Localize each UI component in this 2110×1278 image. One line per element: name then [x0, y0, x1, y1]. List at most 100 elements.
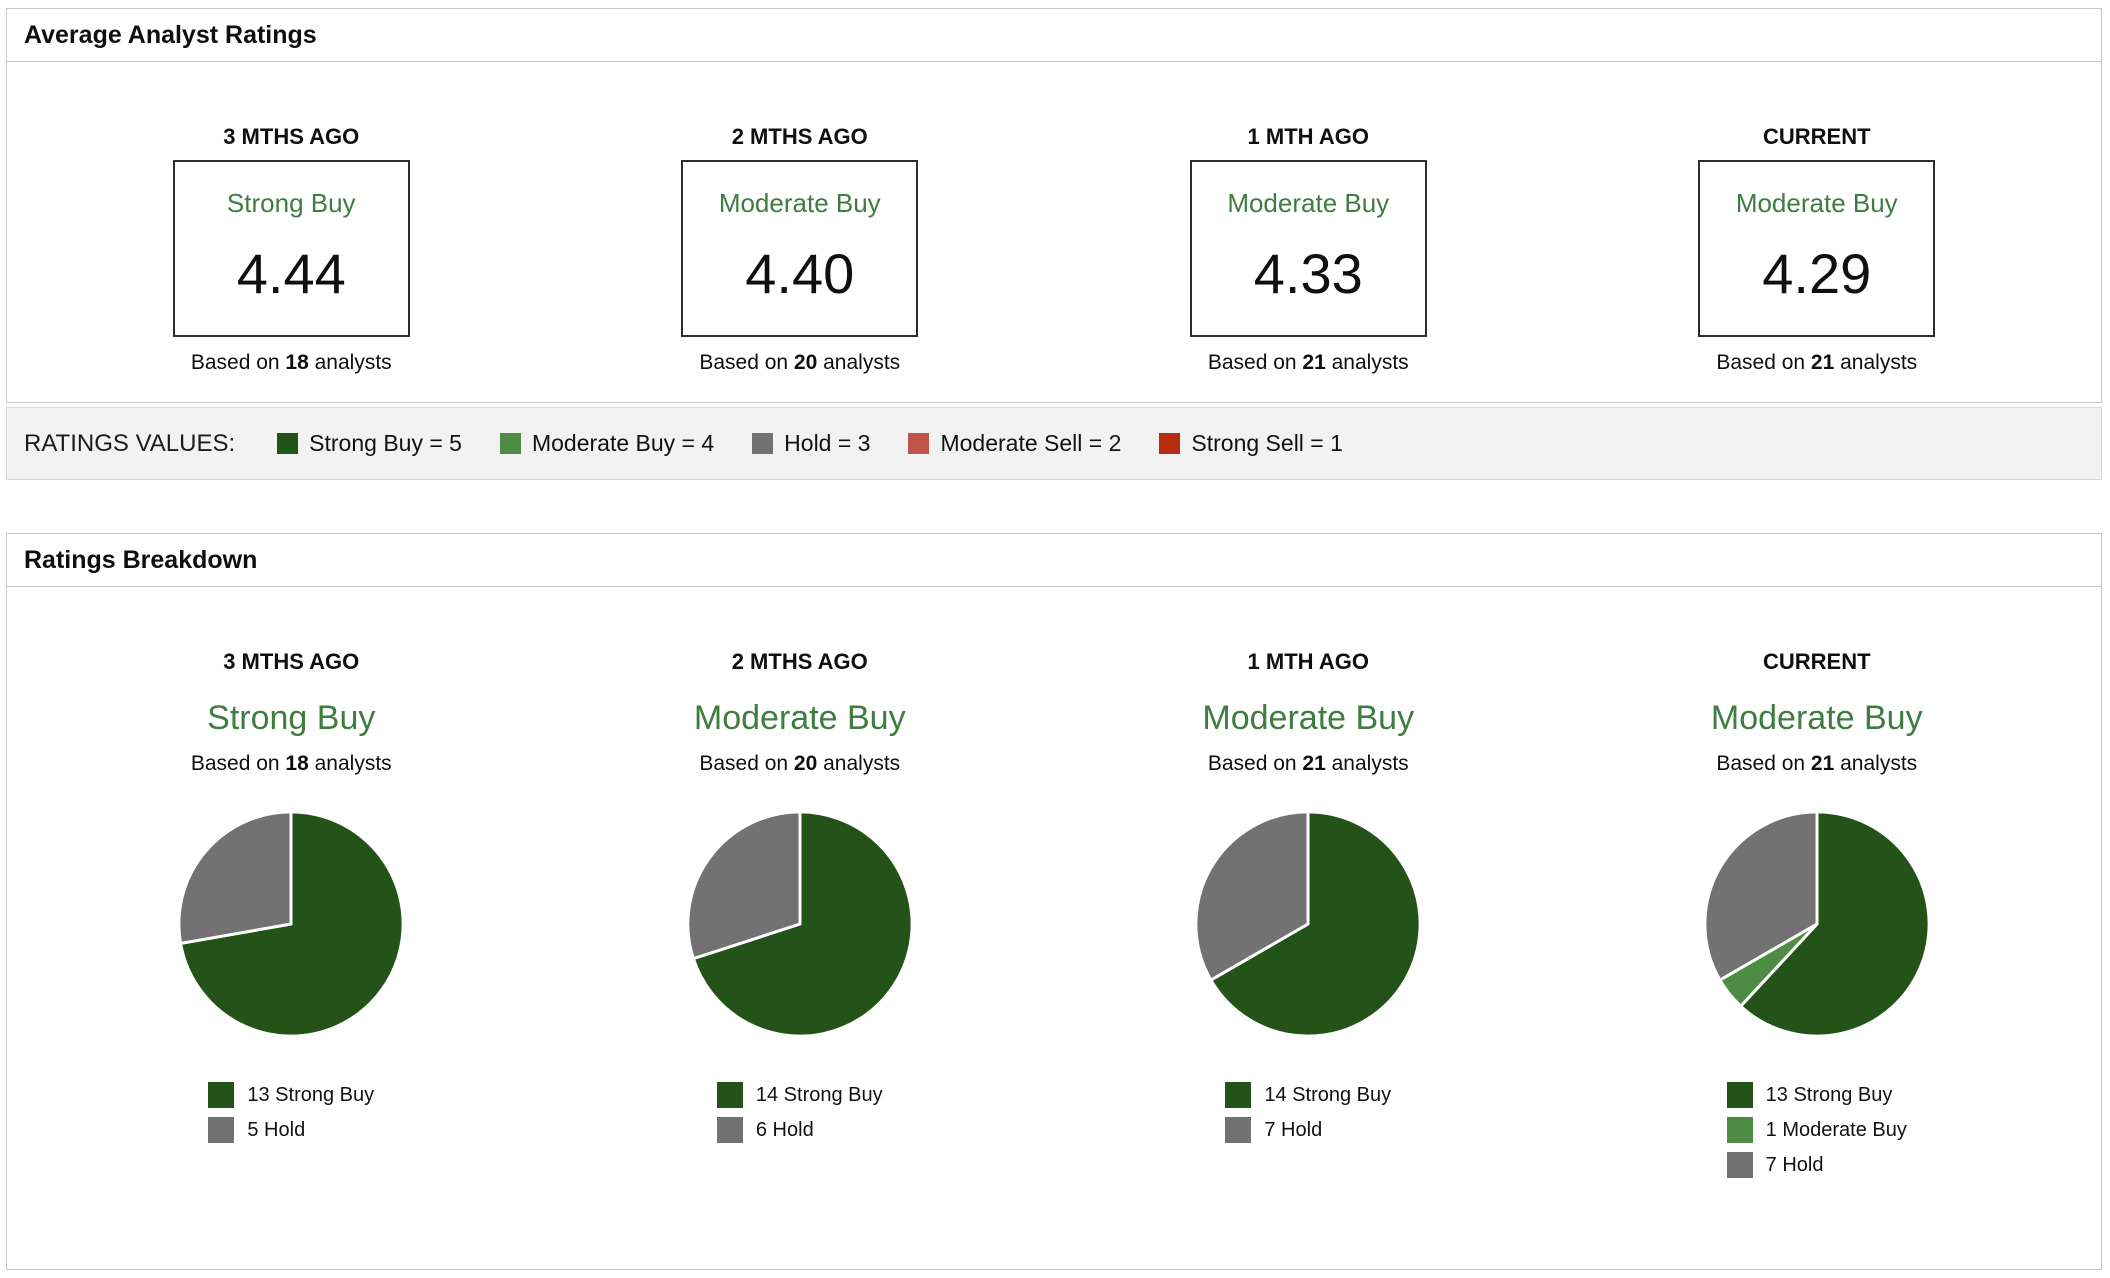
score-card: Moderate Buy 4.33	[1189, 160, 1427, 337]
pie-slice	[1194, 810, 1310, 982]
strong-buy-swatch	[716, 1082, 743, 1108]
pie-slice	[691, 810, 914, 1038]
average-ratings-columns: 3 MTHS AGO Strong Buy 4.44 Based on 18 a…	[7, 62, 2101, 375]
period-label: 2 MTHS AGO	[731, 649, 868, 674]
consensus-label: Moderate Buy	[1227, 188, 1390, 218]
based-suffix: analysts	[1834, 351, 1918, 374]
legend-item-strong-sell: Strong Sell = 1	[1159, 430, 1343, 457]
based-suffix: analysts	[817, 752, 901, 775]
legend-row-strong-buy: 13 Strong Buy	[208, 1082, 374, 1108]
legend-row-label: 1 Moderate Buy	[1765, 1118, 1907, 1141]
ratings-values-items: Strong Buy = 5 Moderate Buy = 4 Hold = 3…	[277, 430, 1381, 457]
legend-row-hold: 5 Hold	[208, 1117, 374, 1143]
analyst-count-note: Based on 21 analysts	[1054, 752, 1563, 776]
pie-legend: 14 Strong Buy 6 Hold	[716, 1082, 883, 1152]
strong-buy-swatch	[208, 1082, 235, 1108]
strong-buy-swatch	[1225, 1082, 1252, 1108]
period-label: CURRENT	[1762, 649, 1871, 674]
hold-swatch	[716, 1117, 743, 1143]
pie-slice	[177, 810, 293, 945]
period-label: 3 MTHS AGO	[223, 649, 360, 674]
legend-row-strong-buy: 14 Strong Buy	[716, 1082, 883, 1108]
analyst-count: 21	[1810, 752, 1835, 775]
consensus-label: Moderate Buy	[718, 188, 881, 218]
pie-legend: 13 Strong Buy 1 Moderate Buy 7 Hold	[1726, 1082, 1907, 1187]
based-suffix: analysts	[817, 351, 901, 374]
legend-row-label: 5 Hold	[247, 1118, 306, 1141]
moderate-sell-swatch	[908, 433, 930, 454]
moderate-buy-swatch	[499, 433, 521, 454]
average-column-2mths: 2 MTHS AGO Moderate Buy 4.40 Based on 20…	[546, 124, 1055, 375]
hold-swatch	[1726, 1152, 1753, 1178]
pie-chart-3mths	[173, 806, 409, 1042]
consensus-label: Strong Buy	[226, 188, 356, 218]
legend-row-label: 7 Hold	[1264, 1118, 1323, 1141]
analyst-count-note: Based on 21 analysts	[1563, 752, 2072, 776]
legend-row-strong-buy: 14 Strong Buy	[1225, 1082, 1391, 1108]
legend-item-moderate-buy: Moderate Buy = 4	[499, 430, 715, 457]
pie-chart-2mths	[682, 806, 918, 1042]
pie-chart-1mth	[1190, 806, 1426, 1042]
consensus-label: Moderate Buy	[1735, 188, 1898, 218]
ratings-breakdown-title: Ratings Breakdown	[7, 534, 2101, 587]
score-card: Strong Buy 4.44	[172, 160, 410, 337]
legend-row-hold: 7 Hold	[1225, 1117, 1391, 1143]
legend-row-label: 14 Strong Buy	[1264, 1083, 1392, 1106]
breakdown-column-current: CURRENT Moderate Buy Based on 21 analyst…	[1563, 649, 2072, 1187]
legend-item-label: Strong Sell = 1	[1191, 430, 1343, 456]
based-prefix: Based on	[699, 351, 794, 374]
based-suffix: analysts	[308, 351, 392, 374]
analyst-count: 18	[285, 752, 309, 775]
average-column-3mths: 3 MTHS AGO Strong Buy 4.44 Based on 18 a…	[37, 124, 546, 375]
legend-item-strong-buy: Strong Buy = 5	[277, 430, 462, 457]
legend-row-label: 6 Hold	[755, 1118, 814, 1141]
average-score: 4.29	[1762, 241, 1872, 305]
legend-row-label: 7 Hold	[1765, 1153, 1824, 1176]
consensus-label: Strong Buy	[207, 699, 376, 737]
based-prefix: Based on	[1716, 752, 1811, 775]
average-ratings-panel: Average Analyst Ratings 3 MTHS AGO Stron…	[6, 8, 2102, 403]
period-label: 1 MTH AGO	[1247, 649, 1369, 674]
analyst-count-note: Based on 20 analysts	[546, 351, 1055, 375]
based-prefix: Based on	[699, 752, 794, 775]
pie-legend: 14 Strong Buy 7 Hold	[1225, 1082, 1391, 1152]
legend-row-hold: 7 Hold	[1726, 1152, 1907, 1178]
legend-item-label: Hold = 3	[784, 430, 871, 456]
legend-row-label: 14 Strong Buy	[755, 1083, 883, 1106]
score-card: Moderate Buy 4.40	[681, 160, 919, 337]
hold-swatch	[1225, 1117, 1252, 1143]
based-suffix: analysts	[1834, 752, 1918, 775]
analyst-count: 21	[1302, 351, 1326, 374]
analyst-count: 21	[1810, 351, 1835, 374]
average-score: 4.33	[1253, 241, 1363, 305]
strong-buy-swatch	[277, 433, 299, 454]
consensus-label: Moderate Buy	[1710, 699, 1923, 737]
strong-buy-swatch	[1726, 1082, 1753, 1108]
average-score: 4.44	[236, 241, 346, 305]
average-column-current: CURRENT Moderate Buy 4.29 Based on 21 an…	[1563, 124, 2072, 375]
pie-legend: 13 Strong Buy 5 Hold	[208, 1082, 374, 1152]
legend-row-strong-buy: 13 Strong Buy	[1726, 1082, 1907, 1108]
legend-row-label: 13 Strong Buy	[247, 1083, 375, 1106]
based-prefix: Based on	[1207, 351, 1303, 374]
ratings-values-label: RATINGS VALUES:	[24, 429, 236, 457]
period-label: 3 MTHS AGO	[223, 124, 360, 149]
ratings-breakdown-panel: Ratings Breakdown 3 MTHS AGO Strong Buy …	[6, 533, 2102, 1270]
legend-item-label: Moderate Buy = 4	[531, 430, 715, 456]
pie-slice	[1703, 810, 1819, 982]
legend-item-label: Strong Buy = 5	[309, 430, 462, 456]
legend-item-label: Moderate Sell = 2	[940, 430, 1122, 456]
based-prefix: Based on	[190, 752, 286, 775]
consensus-label: Moderate Buy	[693, 699, 906, 737]
ratings-values-bar: RATINGS VALUES: Strong Buy = 5 Moderate …	[6, 407, 2102, 480]
legend-item-hold: Hold = 3	[752, 430, 870, 457]
pie-slice	[1209, 810, 1422, 1038]
analyst-count: 21	[1302, 752, 1326, 775]
based-suffix: analysts	[1325, 351, 1409, 374]
breakdown-column-3mths: 3 MTHS AGO Strong Buy Based on 18 analys…	[37, 649, 546, 1187]
based-prefix: Based on	[1207, 752, 1303, 775]
based-prefix: Based on	[1716, 351, 1811, 374]
analyst-count: 20	[793, 752, 818, 775]
average-score: 4.40	[745, 241, 855, 305]
